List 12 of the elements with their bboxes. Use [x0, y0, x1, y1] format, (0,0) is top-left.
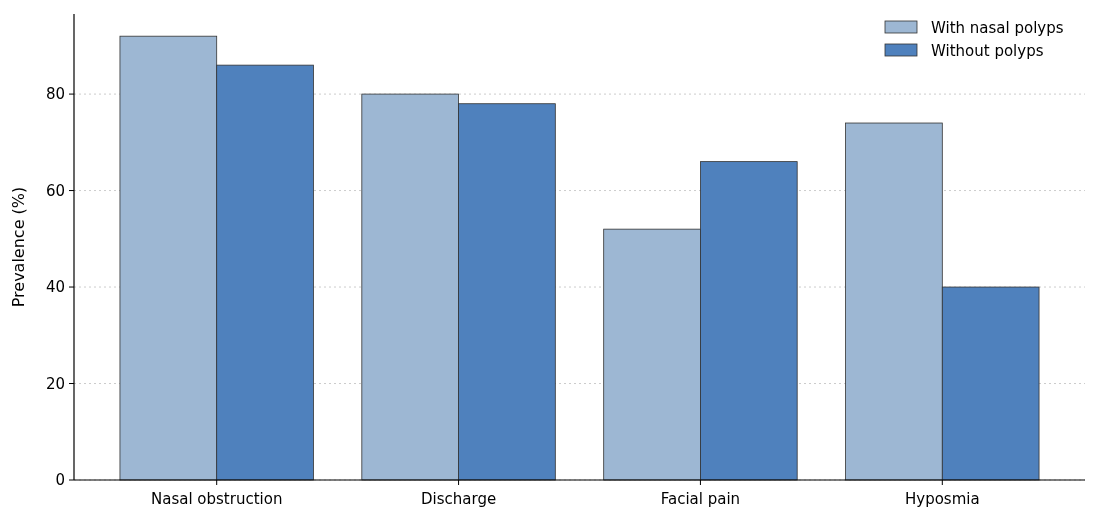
y-tick-label: 0: [55, 471, 65, 490]
x-tick-label: Facial pain: [660, 490, 741, 508]
x-tick-label: Discharge: [421, 490, 497, 508]
y-tick-label: 60: [45, 181, 65, 200]
x-tick-label: Nasal obstruction: [151, 490, 283, 508]
y-tick-label: 80: [45, 85, 65, 104]
y-axis-title: Prevalence (%): [9, 186, 28, 308]
legend-label: With nasal polyps: [931, 19, 1064, 38]
y-tick-label: 20: [45, 374, 65, 393]
y-tick-label: 40: [45, 278, 65, 297]
legend-label: Without polyps: [931, 42, 1044, 61]
x-tick-label: Hyposmia: [904, 490, 980, 508]
